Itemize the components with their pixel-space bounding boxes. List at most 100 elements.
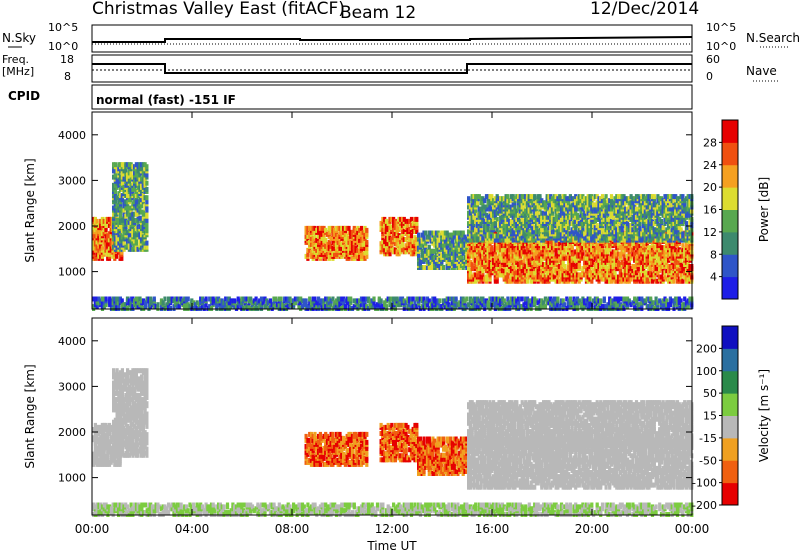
data-cell <box>106 255 110 261</box>
data-cell <box>134 162 138 168</box>
data-cell <box>127 178 131 184</box>
data-cell <box>388 247 392 253</box>
data-cell <box>134 211 138 217</box>
data-cell <box>356 233 360 239</box>
data-cell <box>126 176 130 182</box>
data-cell <box>381 227 385 232</box>
data-cell <box>350 243 355 249</box>
data-cell <box>429 230 433 236</box>
data-cell <box>113 207 117 213</box>
data-cell <box>133 217 137 223</box>
data-cell <box>349 229 353 235</box>
data-cell <box>347 235 351 241</box>
data-cell <box>345 233 349 239</box>
data-cell <box>117 228 121 234</box>
data-cell <box>425 248 430 254</box>
data-cell <box>306 251 310 257</box>
data-cell <box>311 253 315 259</box>
data-cell <box>131 164 135 170</box>
data-cell <box>342 229 346 235</box>
freq-tick-top: 18 <box>60 53 74 66</box>
freq-panel-frame <box>91 54 693 83</box>
data-cell <box>350 255 355 261</box>
data-cell <box>609 194 614 200</box>
data-cell <box>352 243 356 249</box>
data-cell <box>456 265 460 270</box>
data-cell <box>359 229 364 235</box>
data-cell <box>420 252 424 258</box>
data-cell <box>318 225 322 231</box>
data-cell <box>479 266 483 272</box>
data-cell <box>124 174 128 180</box>
data-cell <box>313 249 317 255</box>
data-cell <box>363 249 367 255</box>
data-cell <box>392 231 396 236</box>
data-cell <box>107 216 112 222</box>
data-cell <box>138 176 142 182</box>
data-cell <box>141 234 145 240</box>
data-cell <box>409 243 414 249</box>
data-cell <box>347 229 351 235</box>
data-cell <box>399 216 403 222</box>
data-cell <box>334 225 339 231</box>
beam-label: Beam 12 <box>340 3 416 23</box>
data-cell <box>470 262 474 267</box>
data-cell <box>461 246 465 252</box>
data-cell <box>313 225 317 231</box>
data-cell <box>404 222 408 228</box>
data-cell <box>107 223 112 228</box>
data-cell <box>411 239 415 245</box>
data-cell <box>333 227 337 233</box>
data-cell <box>427 248 431 254</box>
data-cell <box>329 225 333 231</box>
data-cell <box>109 227 113 233</box>
data-cell <box>138 186 142 192</box>
data-cell <box>133 238 137 244</box>
data-cell <box>467 249 471 255</box>
data-cell <box>141 193 145 199</box>
data-cell <box>422 230 426 236</box>
data-cell <box>354 245 358 251</box>
nsky-label: N.Sky <box>2 31 36 45</box>
data-cell <box>390 216 394 222</box>
data-cell <box>383 243 387 249</box>
data-cell <box>141 215 145 221</box>
data-cell <box>112 168 116 174</box>
data-cell <box>120 217 124 223</box>
data-cell <box>93 227 97 233</box>
data-cell <box>463 242 467 248</box>
data-cell <box>317 233 321 239</box>
data-cell <box>467 272 471 278</box>
data-cell <box>395 239 399 245</box>
data-cell <box>490 268 494 274</box>
data-cell <box>379 241 383 247</box>
data-cell <box>395 229 399 234</box>
data-cell <box>93 247 97 253</box>
data-cell <box>131 201 135 207</box>
data-cell <box>119 186 123 192</box>
data-cell <box>393 231 397 236</box>
data-cell <box>449 252 453 258</box>
data-cell <box>131 246 135 252</box>
data-cell <box>388 231 392 236</box>
data-cell <box>141 240 145 246</box>
data-cell <box>365 239 369 245</box>
data-cell <box>140 209 144 215</box>
data-cell <box>477 249 481 255</box>
data-cell <box>454 244 458 250</box>
data-cell <box>454 238 458 244</box>
data-cell <box>422 234 426 240</box>
data-cell <box>313 231 317 237</box>
data-cell <box>122 203 126 209</box>
data-cell <box>145 211 149 217</box>
data-cell <box>115 207 119 213</box>
data-cell <box>124 168 128 174</box>
data-cell <box>112 244 116 250</box>
data-cell <box>511 237 515 243</box>
data-cell <box>342 225 346 231</box>
data-cell <box>124 205 128 211</box>
data-cell <box>129 215 133 221</box>
data-cell <box>472 257 476 263</box>
data-cell <box>138 224 142 230</box>
data-cell <box>434 252 439 258</box>
